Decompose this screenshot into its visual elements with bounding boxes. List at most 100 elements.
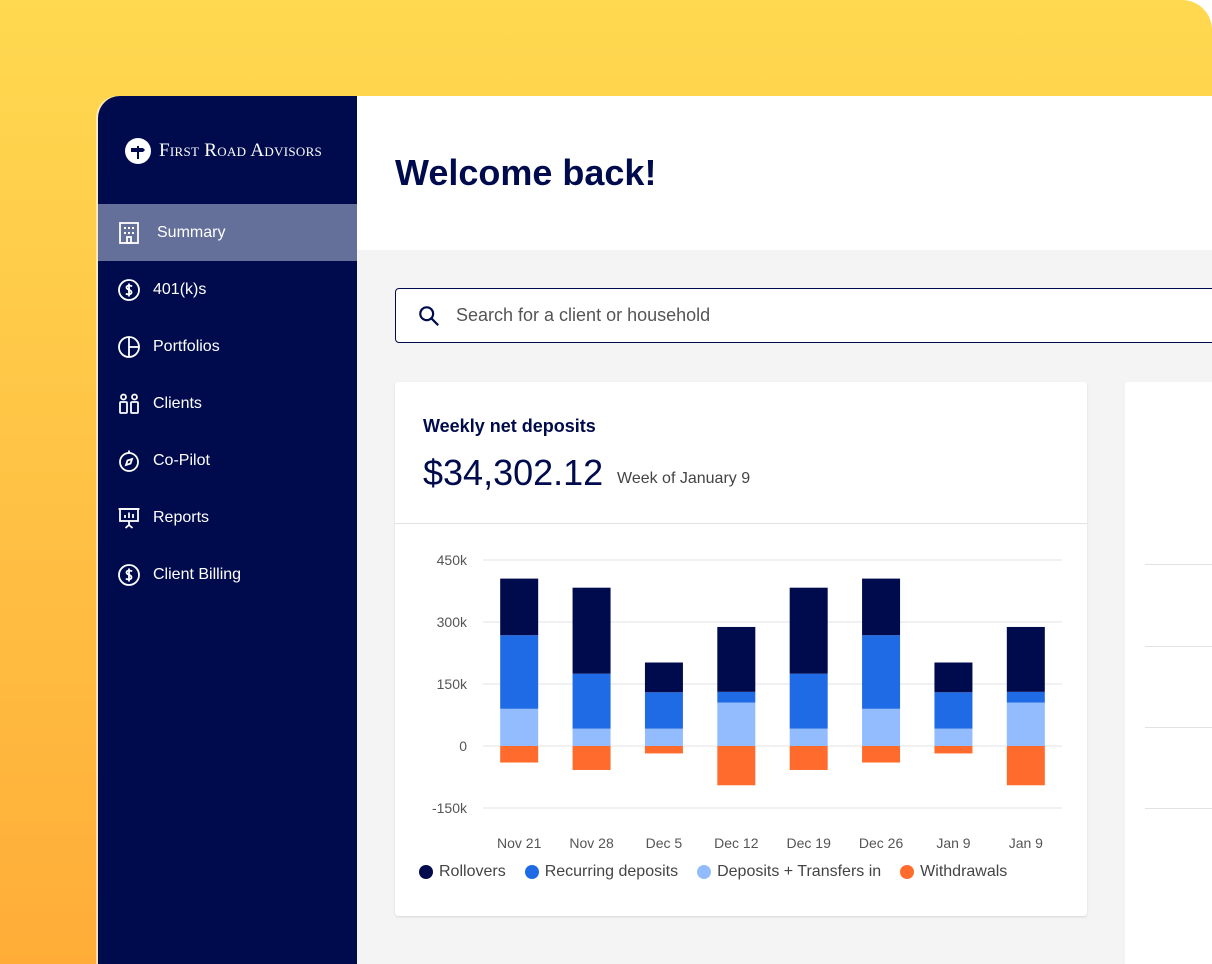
bar-segment — [644, 728, 683, 746]
y-tick-label: 150k — [437, 676, 468, 692]
people-icon — [119, 393, 139, 414]
x-tick-label: Dec 12 — [714, 835, 759, 851]
page-title: Welcome back! — [395, 152, 657, 193]
bar-segment — [934, 692, 973, 729]
bar-segment — [500, 635, 539, 709]
bar-segment — [862, 708, 901, 746]
legend-item-rollovers[interactable]: Rollovers — [419, 863, 506, 881]
card-divider — [1145, 727, 1212, 728]
x-tick-label: Nov 21 — [497, 835, 542, 851]
x-tick-label: Jan 9 — [1009, 835, 1043, 851]
legend-label: Deposits + Transfers in — [717, 863, 882, 880]
brand-logo[interactable]: First Road Advisors — [124, 136, 322, 166]
app-window: First Road Advisors Summary — [98, 96, 1212, 964]
bar-segment — [1006, 746, 1045, 786]
y-tick-label: 0 — [459, 738, 467, 754]
bar-segment — [500, 578, 539, 636]
bar-segment — [572, 746, 611, 770]
legend-swatch — [900, 865, 915, 879]
sidebar-item-label: Client Billing — [153, 565, 242, 583]
brand-name: First Road Advisors — [159, 140, 323, 161]
bar-segment — [717, 691, 756, 703]
presentation-icon — [118, 507, 140, 529]
dollar-circle-icon — [118, 563, 140, 586]
building-icon — [119, 221, 139, 244]
legend-item-withdrawals[interactable]: Withdrawals — [900, 863, 1007, 881]
x-tick-label: Dec 5 — [646, 835, 683, 851]
signpost-logo-icon — [125, 138, 151, 164]
y-tick-label: 300k — [437, 614, 468, 630]
card-divider — [1145, 808, 1212, 809]
week-label: Week of January 9 — [617, 470, 751, 487]
bar-segment — [717, 746, 756, 786]
bar-segment — [717, 702, 756, 746]
card-divider — [1145, 564, 1212, 565]
bar-segment — [1006, 626, 1045, 692]
bar-segment — [572, 587, 611, 674]
bar-segment — [717, 626, 756, 692]
sidebar: First Road Advisors Summary — [98, 96, 357, 964]
secondary-card — [1125, 382, 1212, 964]
legend-item-deposits-transfers[interactable]: Deposits + Transfers in — [697, 863, 881, 881]
compass-icon — [119, 450, 139, 472]
bar-segment — [644, 692, 683, 729]
pie-chart-icon — [118, 335, 140, 358]
bar-segment — [644, 746, 683, 754]
sidebar-item-client-billing[interactable]: Client Billing — [98, 546, 357, 603]
search-icon — [419, 305, 439, 326]
bar-segment — [789, 746, 828, 770]
legend-swatch — [419, 865, 433, 879]
y-tick-label: -150k — [432, 800, 468, 816]
legend-swatch — [524, 865, 539, 879]
sidebar-item-401ks[interactable]: 401(k)s — [98, 261, 357, 318]
page-header: Welcome back! — [357, 96, 1212, 250]
legend-label: Recurring deposits — [544, 863, 679, 880]
sidebar-item-label: Portfolios — [153, 337, 220, 355]
card-divider — [1145, 646, 1212, 647]
sidebar-item-summary[interactable]: Summary — [98, 204, 357, 261]
search-bar[interactable] — [395, 288, 1212, 343]
sidebar-item-portfolios[interactable]: Portfolios — [98, 318, 357, 375]
sidebar-item-label: 401(k)s — [153, 280, 207, 298]
bar-segment — [862, 635, 901, 709]
search-input[interactable] — [454, 304, 1158, 327]
x-tick-label: Nov 28 — [569, 835, 614, 851]
bar-segment — [934, 662, 973, 693]
weekly-net-deposits-card: Weekly net deposits $34,302.12 Week of J… — [395, 382, 1087, 916]
sidebar-item-label: Summary — [157, 223, 226, 241]
bar-segment — [1006, 702, 1045, 746]
net-deposit-amount: $34,302.12 — [423, 452, 604, 493]
x-tick-label: Dec 19 — [787, 835, 832, 851]
bar-segment — [789, 673, 828, 729]
chart-legend: Rollovers Recurring deposits Deposits + … — [419, 863, 1026, 881]
sidebar-item-label: Co-Pilot — [153, 451, 210, 469]
y-tick-label: 450k — [437, 552, 468, 568]
legend-label: Withdrawals — [920, 863, 1008, 880]
net-deposits-chart: 450k 300k 150k 0 -150k Nov 21 Nov 28 Dec 5 Dec 1… — [432, 552, 1062, 851]
dollar-circle-icon — [118, 278, 140, 301]
card-title: Weekly net deposits — [423, 416, 596, 436]
bar-segment — [934, 746, 973, 754]
bar-segment — [1006, 691, 1045, 703]
main-content: Welcome back! Weekly net deposits $34,30… — [357, 96, 1212, 964]
x-tick-label: Jan 9 — [936, 835, 970, 851]
bar-segment — [572, 728, 611, 746]
bar-segment — [500, 708, 539, 746]
bar-segment — [572, 673, 611, 729]
legend-item-recurring-deposits[interactable]: Recurring deposits — [524, 863, 679, 881]
card-divider — [395, 523, 1087, 524]
bar-segment — [500, 746, 539, 763]
sidebar-nav: Summary 401(k)s Portfolios — [98, 204, 357, 603]
legend-swatch — [697, 865, 712, 879]
sidebar-item-co-pilot[interactable]: Co-Pilot — [98, 432, 357, 489]
sidebar-item-label: Reports — [153, 508, 210, 526]
sidebar-item-label: Clients — [153, 394, 202, 412]
bar-segment — [862, 746, 901, 763]
sidebar-item-clients[interactable]: Clients — [98, 375, 357, 432]
sidebar-item-reports[interactable]: Reports — [98, 489, 357, 546]
bar-segment — [862, 578, 901, 636]
legend-label: Rollovers — [439, 863, 506, 880]
bar-segment — [644, 662, 683, 693]
bar-segment — [789, 587, 828, 674]
x-tick-label: Dec 26 — [859, 835, 904, 851]
